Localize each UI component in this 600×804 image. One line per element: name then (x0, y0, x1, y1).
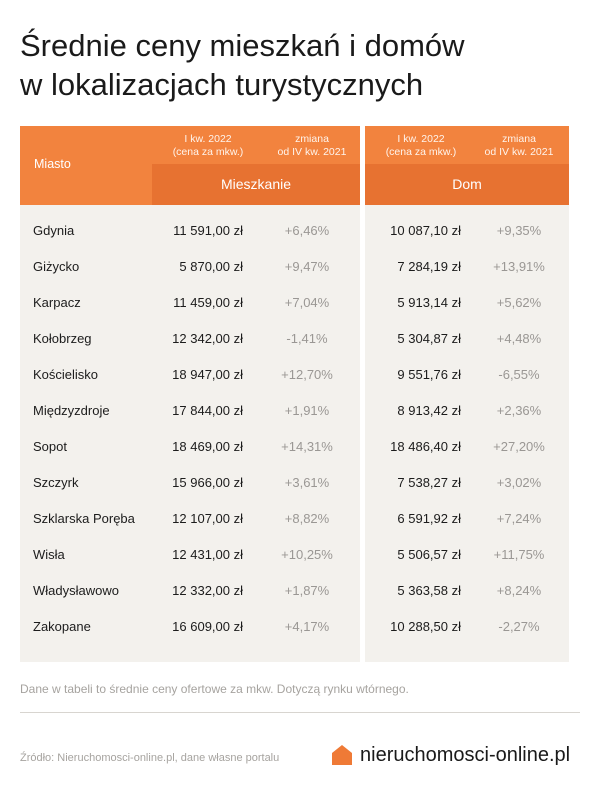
row-house-change: +8,24% (496, 583, 542, 598)
row-house-price: 9 551,76 zł (397, 367, 461, 382)
brand-logo[interactable]: nieruchomosci-online.pl (331, 741, 570, 769)
row-house-change: +4,48% (496, 331, 542, 346)
row-house-price: 7 284,19 zł (397, 259, 461, 274)
table-header-flats: Miasto I kw. 2022 (cena za mkw.) zmiana … (20, 126, 360, 205)
row-house-change: +5,62% (496, 295, 542, 310)
row-flat-price: 17 844,00 zł (172, 403, 243, 418)
row-city: Władysławowo (33, 583, 119, 598)
title-line-2: w lokalizacjach turystycznych (20, 67, 424, 102)
row-house-change: +3,02% (496, 475, 542, 490)
column-header-flat-change: zmiana od IV kw. 2021 (277, 133, 347, 158)
row-flat-change: +1,91% (284, 403, 330, 418)
row-flat-change: +9,47% (284, 259, 330, 274)
row-house-change: +7,24% (496, 511, 542, 526)
title-line-1: Średnie ceny mieszkań i domów (20, 28, 465, 63)
group-header-houses: Dom (365, 164, 569, 205)
row-flat-change: +7,04% (284, 295, 330, 310)
row-flat-change: -1,41% (286, 331, 328, 346)
row-house-change: +13,91% (493, 259, 545, 274)
divider (20, 712, 580, 713)
row-flat-price: 11 459,00 zł (173, 295, 243, 310)
row-house-change: +2,36% (496, 403, 542, 418)
row-house-price: 5 304,87 zł (397, 331, 461, 346)
brand-name: nieruchomosci-online.pl (360, 743, 571, 766)
row-flat-price: 12 342,00 zł (172, 331, 243, 346)
row-city: Kościelisko (33, 367, 99, 382)
row-flat-change: +3,61% (284, 475, 330, 490)
row-flat-price: 12 107,00 zł (172, 511, 243, 526)
page-title: Średnie ceny mieszkań i domów w lokaliza… (20, 26, 580, 104)
row-house-price: 5 363,58 zł (397, 583, 461, 598)
row-house-price: 18 486,40 zł (390, 439, 461, 454)
row-city: Giżycko (33, 259, 80, 274)
group-label-flats: Mieszkanie (220, 176, 292, 192)
row-city: Karpacz (33, 295, 81, 310)
row-city: Szklarska Poręba (33, 511, 135, 526)
row-city: Kołobrzeg (33, 331, 92, 346)
row-flat-change: +12,70% (281, 367, 333, 382)
row-house-price: 10 288,50 zł (390, 619, 461, 634)
row-city: Gdynia (33, 223, 75, 238)
row-flat-change: +8,82% (284, 511, 330, 526)
group-label-houses: Dom (452, 176, 482, 192)
row-house-change: -2,27% (498, 619, 540, 634)
row-flat-price: 11 591,00 zł (173, 223, 243, 238)
row-flat-change: +6,46% (284, 223, 330, 238)
row-house-price: 10 087,10 zł (390, 223, 461, 238)
row-house-change: +9,35% (496, 223, 542, 238)
row-house-change: +11,75% (493, 547, 545, 562)
row-house-price: 7 538,27 zł (397, 475, 461, 490)
row-flat-change: +1,87% (284, 583, 330, 598)
row-flat-price: 12 332,00 zł (172, 583, 243, 598)
row-house-price: 5 506,57 zł (397, 547, 461, 562)
row-house-price: 5 913,14 zł (397, 295, 461, 310)
row-flat-price: 18 469,00 zł (172, 439, 243, 454)
row-house-change: +27,20% (493, 439, 545, 454)
column-header-house-price: I kw. 2022 (cena za mkw.) (385, 133, 457, 158)
row-flat-change: +4,17% (284, 619, 330, 634)
row-flat-price: 16 609,00 zł (172, 619, 243, 634)
table-note: Dane w tabeli to średnie ceny ofertowe z… (20, 682, 409, 696)
table-panel-houses (365, 126, 569, 662)
row-house-price: 6 591,92 zł (397, 511, 461, 526)
row-house-change: -6,55% (498, 367, 540, 382)
column-header-flat-price: I kw. 2022 (cena za mkw.) (172, 133, 244, 158)
group-header-flats: Mieszkanie (152, 164, 360, 205)
column-header-house-change: zmiana od IV kw. 2021 (484, 133, 554, 158)
row-city: Wisła (33, 547, 65, 562)
row-flat-price: 5 870,00 zł (179, 259, 243, 274)
column-header-city: Miasto (34, 157, 71, 171)
row-flat-price: 18 947,00 zł (172, 367, 243, 382)
row-house-price: 8 913,42 zł (397, 403, 461, 418)
row-city: Międzyzdroje (33, 403, 110, 418)
row-city: Zakopane (33, 619, 91, 634)
source-text: Źródło: Nieruchomosci-online.pl, dane wł… (20, 752, 280, 764)
row-flat-price: 12 431,00 zł (172, 547, 243, 562)
row-city: Sopot (33, 439, 67, 454)
row-flat-change: +14,31% (281, 439, 333, 454)
row-flat-change: +10,25% (281, 547, 333, 562)
table-header-houses: I kw. 2022 (cena za mkw.) zmiana od IV k… (365, 126, 569, 205)
row-flat-price: 15 966,00 zł (172, 475, 243, 490)
table-panel-flats (20, 126, 360, 662)
house-icon (332, 745, 352, 765)
row-city: Szczyrk (33, 475, 79, 490)
